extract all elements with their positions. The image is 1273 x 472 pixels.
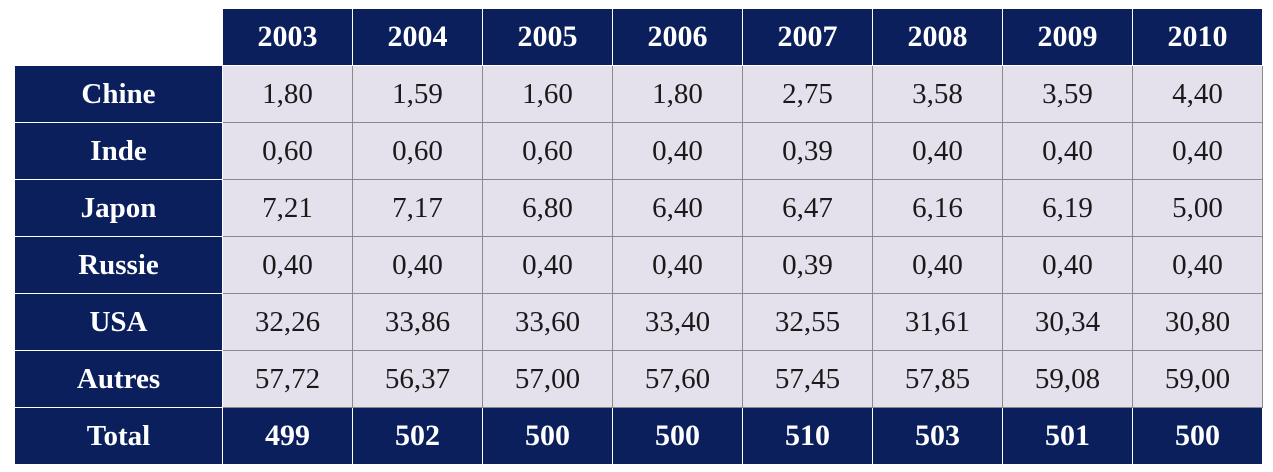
row-label: USA (14, 293, 223, 351)
year-header: 2005 (482, 8, 613, 66)
table-cell: 0,40 (1002, 236, 1133, 294)
table-cell: 33,60 (482, 293, 613, 351)
total-value: 510 (742, 407, 873, 465)
total-value: 500 (612, 407, 743, 465)
year-header: 2008 (872, 8, 1003, 66)
table-cell: 0,40 (1132, 122, 1263, 180)
table-cell: 0,40 (612, 122, 743, 180)
table-cell: 0,40 (872, 236, 1003, 294)
total-value: 503 (872, 407, 1003, 465)
table-cell: 0,39 (742, 122, 873, 180)
table-cell: 0,40 (482, 236, 613, 294)
year-header: 2009 (1002, 8, 1133, 66)
table-cell: 1,60 (482, 65, 613, 123)
table-cell: 2,75 (742, 65, 873, 123)
table-cell: 0,39 (742, 236, 873, 294)
year-header: 2010 (1132, 8, 1263, 66)
table-cell: 7,17 (352, 179, 483, 237)
corner-cell (14, 8, 223, 66)
table-cell: 30,34 (1002, 293, 1133, 351)
total-label: Total (14, 407, 223, 465)
table-cell: 0,40 (1132, 236, 1263, 294)
table-cell: 0,40 (222, 236, 353, 294)
year-header: 2006 (612, 8, 743, 66)
table-row: Chine 1,80 1,59 1,60 1,80 2,75 3,58 3,59 4,40 (14, 65, 1263, 123)
total-value: 499 (222, 407, 353, 465)
table-cell: 4,40 (1132, 65, 1263, 123)
table-cell: 59,00 (1132, 350, 1263, 408)
table-cell: 3,59 (1002, 65, 1133, 123)
table-cell: 0,60 (482, 122, 613, 180)
table-cell: 33,86 (352, 293, 483, 351)
table-cell: 0,40 (1002, 122, 1133, 180)
table-cell: 31,61 (872, 293, 1003, 351)
table-cell: 6,40 (612, 179, 743, 237)
year-header: 2003 (222, 8, 353, 66)
table-cell: 59,08 (1002, 350, 1133, 408)
row-label: Japon (14, 179, 223, 237)
table-row: Japon 7,21 7,17 6,80 6,40 6,47 6,16 6,19 5,00 (14, 179, 1263, 237)
header-row: 2003 2004 2005 2006 2007 2008 2009 2010 (14, 8, 1263, 66)
table-row: USA 32,26 33,86 33,60 33,40 32,55 31,61 30,34 30… (14, 293, 1263, 351)
row-label: Chine (14, 65, 223, 123)
table-cell: 33,40 (612, 293, 743, 351)
table-cell: 32,26 (222, 293, 353, 351)
table-cell: 30,80 (1132, 293, 1263, 351)
total-value: 502 (352, 407, 483, 465)
row-label: Inde (14, 122, 223, 180)
table-body: Chine 1,80 1,59 1,60 1,80 2,75 3,58 3,59 4,40 Ind… (14, 65, 1263, 408)
row-label: Autres (14, 350, 223, 408)
year-header: 2004 (352, 8, 483, 66)
total-value: 500 (482, 407, 613, 465)
table-row: Russie 0,40 0,40 0,40 0,40 0,39 0,40 0,40 0,40 (14, 236, 1263, 294)
table-cell: 1,80 (612, 65, 743, 123)
table-cell: 0,40 (872, 122, 1003, 180)
year-header: 2007 (742, 8, 873, 66)
table-cell: 1,80 (222, 65, 353, 123)
table-cell: 7,21 (222, 179, 353, 237)
data-table: 2003 2004 2005 2006 2007 2008 2009 2010 … (14, 8, 1263, 465)
table-cell: 1,59 (352, 65, 483, 123)
table-cell: 57,00 (482, 350, 613, 408)
total-value: 500 (1132, 407, 1263, 465)
table-cell: 32,55 (742, 293, 873, 351)
row-label: Russie (14, 236, 223, 294)
table-cell: 0,60 (222, 122, 353, 180)
table-cell: 0,40 (612, 236, 743, 294)
table-cell: 6,16 (872, 179, 1003, 237)
table-cell: 0,40 (352, 236, 483, 294)
table-cell: 0,60 (352, 122, 483, 180)
table-cell: 57,85 (872, 350, 1003, 408)
table-row: Inde 0,60 0,60 0,60 0,40 0,39 0,40 0,40 0,40 (14, 122, 1263, 180)
table-cell: 5,00 (1132, 179, 1263, 237)
total-row: Total 499 502 500 500 510 503 501 500 (14, 407, 1263, 465)
table-cell: 57,60 (612, 350, 743, 408)
table-row: Autres 57,72 56,37 57,00 57,60 57,45 57,85 59,0… (14, 350, 1263, 408)
table-cell: 3,58 (872, 65, 1003, 123)
table-cell: 57,72 (222, 350, 353, 408)
table-cell: 56,37 (352, 350, 483, 408)
total-value: 501 (1002, 407, 1133, 465)
table-cell: 6,47 (742, 179, 873, 237)
table-cell: 6,19 (1002, 179, 1133, 237)
table-cell: 6,80 (482, 179, 613, 237)
table-cell: 57,45 (742, 350, 873, 408)
